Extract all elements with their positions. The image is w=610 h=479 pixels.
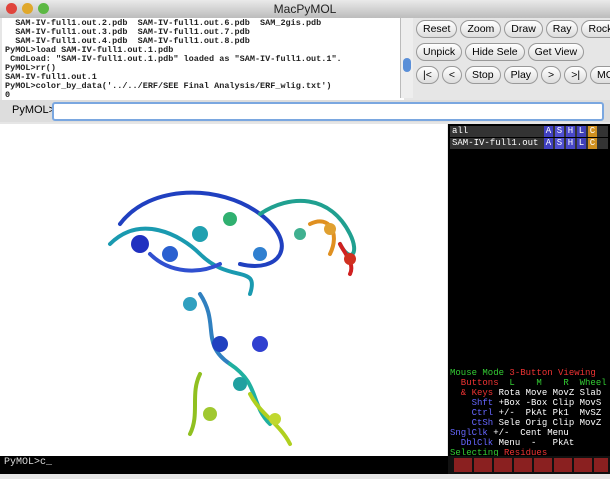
button-row: Unpick Hide Sele Get View <box>416 43 608 61</box>
prompt-label: PyMOL> <box>12 104 56 116</box>
zoom[interactable] <box>38 3 49 14</box>
player-controls <box>448 456 610 474</box>
mode-label: & Keys <box>450 388 494 398</box>
console-line: PyMOL>rr() <box>5 63 57 73</box>
object-row[interactable]: SAM-IV-full1.out A S H L C <box>450 138 608 149</box>
object-name: SAM-IV-full1.out <box>452 138 539 148</box>
title-bar: MacPyMOL <box>0 0 610 18</box>
prompt-bar: PyMOL> <box>0 100 610 122</box>
object-action[interactable]: A <box>544 138 553 149</box>
button[interactable]: MClear <box>590 66 610 84</box>
object-action[interactable]: S <box>555 138 564 149</box>
mode-label: Selecting <box>450 448 499 458</box>
minimize[interactable] <box>22 3 33 14</box>
console-line: PyMOL>load SAM-IV-full1.out.1.pdb <box>5 45 174 55</box>
mode-label: SnglClk <box>450 428 488 438</box>
button[interactable]: >| <box>564 66 588 84</box>
button[interactable]: Rock <box>581 20 610 38</box>
console: SAM-IV-full1.out.2.pdb SAM-IV-full1.out.… <box>2 18 404 100</box>
command-line[interactable]: PyMOL>c_ <box>0 456 448 474</box>
command-input[interactable] <box>52 102 604 121</box>
object-action[interactable]: L <box>577 126 586 137</box>
mouse-mode-line: CtSh Sele Orig Clip MovZ <box>450 418 607 428</box>
mouse-mode-line: SnglClk +/- Cent Menu <box>450 428 607 438</box>
object-panel: all A S H L C SAM-IV-full1.out A S H L C Mouse Mode… <box>448 124 610 468</box>
console-line: SAM-IV-full1.out.2.pdb SAM-IV-full1.out.… <box>5 18 322 28</box>
object-name: all <box>452 126 469 136</box>
object-action[interactable]: A <box>544 126 553 137</box>
mouse-mode-line: & Keys Rota Move MovZ Slab <box>450 388 607 398</box>
viewport[interactable] <box>0 124 447 456</box>
object-action[interactable]: L <box>577 138 586 149</box>
mouse-mode-line: DblClk Menu - PkAt <box>450 438 607 448</box>
object-row[interactable]: all A S H L C <box>450 126 608 137</box>
mode-text: 3-Button Viewing <box>504 368 596 378</box>
mouse-mode: Mouse Mode 3-Button Viewing Buttons L M … <box>450 368 607 468</box>
mode-text: +/- PkAt Pk1 MvSZ <box>493 408 602 418</box>
button[interactable]: Unpick <box>416 43 463 61</box>
mode-label: CtSh <box>450 418 494 428</box>
object-action[interactable]: H <box>566 126 575 137</box>
button[interactable]: Hide Sele <box>465 43 525 61</box>
mode-text: Menu - PkAt <box>493 438 575 448</box>
mode-label: DblClk <box>450 438 494 448</box>
console-line: SAM-IV-full1.out.3.pdb SAM-IV-full1.out.… <box>5 27 250 37</box>
mode-label: Shft <box>450 398 494 408</box>
button[interactable]: > <box>541 66 562 84</box>
mode-label: Buttons <box>450 378 499 388</box>
mouse-mode-line: Shft +Box -Box Clip MovS <box>450 398 607 408</box>
button-row: Reset Zoom Draw Ray Rock <box>416 20 610 38</box>
close[interactable] <box>6 3 17 14</box>
mouse-mode-line: Mouse Mode 3-Button Viewing <box>450 368 607 378</box>
button[interactable]: Reset <box>416 20 458 38</box>
mode-text: Rota Move MovZ Slab <box>493 388 602 398</box>
mode-text: L M R Wheel <box>498 378 607 388</box>
button[interactable]: Play <box>503 66 539 84</box>
object-action[interactable]: S <box>555 126 564 137</box>
mouse-mode-line: Selecting Residues <box>450 448 607 458</box>
console-line: SAM-IV-full1.out.4.pdb SAM-IV-full1.out.… <box>5 36 250 46</box>
console-line: PyMOL>color_by_data('../../ERF/SEE Final… <box>5 81 332 91</box>
mode-text: Sele Orig Clip MovZ <box>493 418 602 428</box>
button-panel: Reset Zoom Draw Ray Rock Unpick Hide Sele Get V… <box>416 20 610 89</box>
window-title: MacPyMOL <box>273 2 337 16</box>
button[interactable]: Zoom <box>460 20 502 38</box>
molecule <box>108 190 357 446</box>
mode-text: +Box -Box Clip MovS <box>493 398 602 408</box>
console-line: SAM-IV-full1.out.1 <box>5 72 97 82</box>
button[interactable]: Ray <box>545 20 579 38</box>
mouse-mode-line: Ctrl +/- PkAt Pk1 MvSZ <box>450 408 607 418</box>
mode-label: Ctrl <box>450 408 494 418</box>
button[interactable]: Draw <box>504 20 543 38</box>
button[interactable]: |< <box>416 66 439 84</box>
console-line: 0 <box>5 90 11 100</box>
button[interactable]: Get View <box>527 43 585 61</box>
console-line: CmdLoad: "SAM-IV-full1.out.1.pdb" loaded… <box>5 54 342 64</box>
mode-label: Mouse Mode <box>450 368 505 378</box>
button[interactable]: Stop <box>465 66 501 84</box>
object-action[interactable]: C <box>588 138 597 149</box>
scrollbar[interactable] <box>400 18 413 98</box>
mode-text: +/- Cent Menu <box>487 428 569 438</box>
object-action[interactable]: H <box>566 138 575 149</box>
object-action[interactable]: C <box>588 126 597 137</box>
mouse-mode-line: Buttons L M R Wheel <box>450 378 607 388</box>
mode-text: Residues <box>498 448 548 458</box>
button[interactable]: < <box>441 66 462 84</box>
